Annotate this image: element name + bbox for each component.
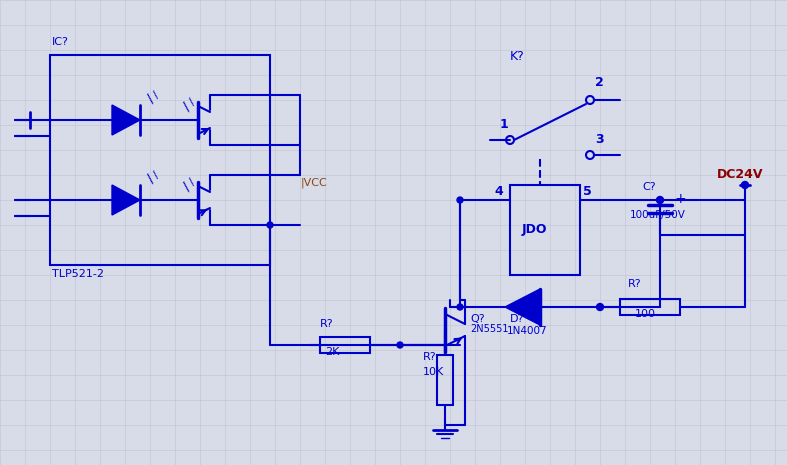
- Polygon shape: [505, 289, 540, 325]
- Polygon shape: [112, 185, 140, 215]
- Bar: [437, 355, 453, 405]
- Text: |VCC: |VCC: [301, 178, 327, 188]
- Text: /: /: [180, 180, 193, 193]
- Text: 5: 5: [583, 185, 592, 198]
- Text: 1: 1: [500, 118, 508, 131]
- Text: 100uF/50V: 100uF/50V: [630, 210, 686, 220]
- Text: /: /: [144, 92, 157, 105]
- Text: JDO: JDO: [522, 223, 548, 236]
- Circle shape: [597, 304, 604, 311]
- Text: /: /: [152, 170, 161, 180]
- Text: 2K: 2K: [325, 347, 339, 357]
- Text: DC24V: DC24V: [717, 168, 763, 181]
- Text: IC?: IC?: [52, 37, 69, 47]
- Circle shape: [397, 342, 403, 348]
- Bar: [320, 337, 370, 353]
- Text: 100: 100: [635, 309, 656, 319]
- Polygon shape: [112, 105, 140, 135]
- Bar: [50, 55, 270, 265]
- Text: /: /: [188, 97, 198, 107]
- Text: /: /: [188, 177, 198, 187]
- Text: R?: R?: [423, 352, 437, 362]
- Text: 2: 2: [595, 76, 604, 89]
- Bar: [510, 185, 580, 275]
- Bar: [620, 299, 680, 315]
- Circle shape: [741, 181, 748, 188]
- Text: /: /: [152, 90, 161, 100]
- Text: C?: C?: [642, 182, 656, 192]
- Text: D?: D?: [510, 314, 524, 324]
- Text: 10K: 10K: [423, 367, 444, 377]
- Text: /: /: [180, 100, 193, 113]
- Text: TLP521-2: TLP521-2: [52, 269, 104, 279]
- Text: 3: 3: [595, 133, 604, 146]
- Circle shape: [457, 304, 463, 310]
- Text: /: /: [144, 172, 157, 185]
- Text: +: +: [675, 192, 686, 206]
- Circle shape: [457, 197, 463, 203]
- Text: R?: R?: [320, 319, 334, 329]
- Text: K?: K?: [510, 50, 525, 63]
- Text: R?: R?: [628, 279, 641, 289]
- Text: 2N5551: 2N5551: [470, 324, 508, 334]
- Text: 4: 4: [494, 185, 503, 198]
- Text: Q?: Q?: [470, 314, 485, 324]
- Circle shape: [656, 197, 663, 204]
- Circle shape: [267, 222, 273, 228]
- Text: 1N4007: 1N4007: [507, 326, 548, 336]
